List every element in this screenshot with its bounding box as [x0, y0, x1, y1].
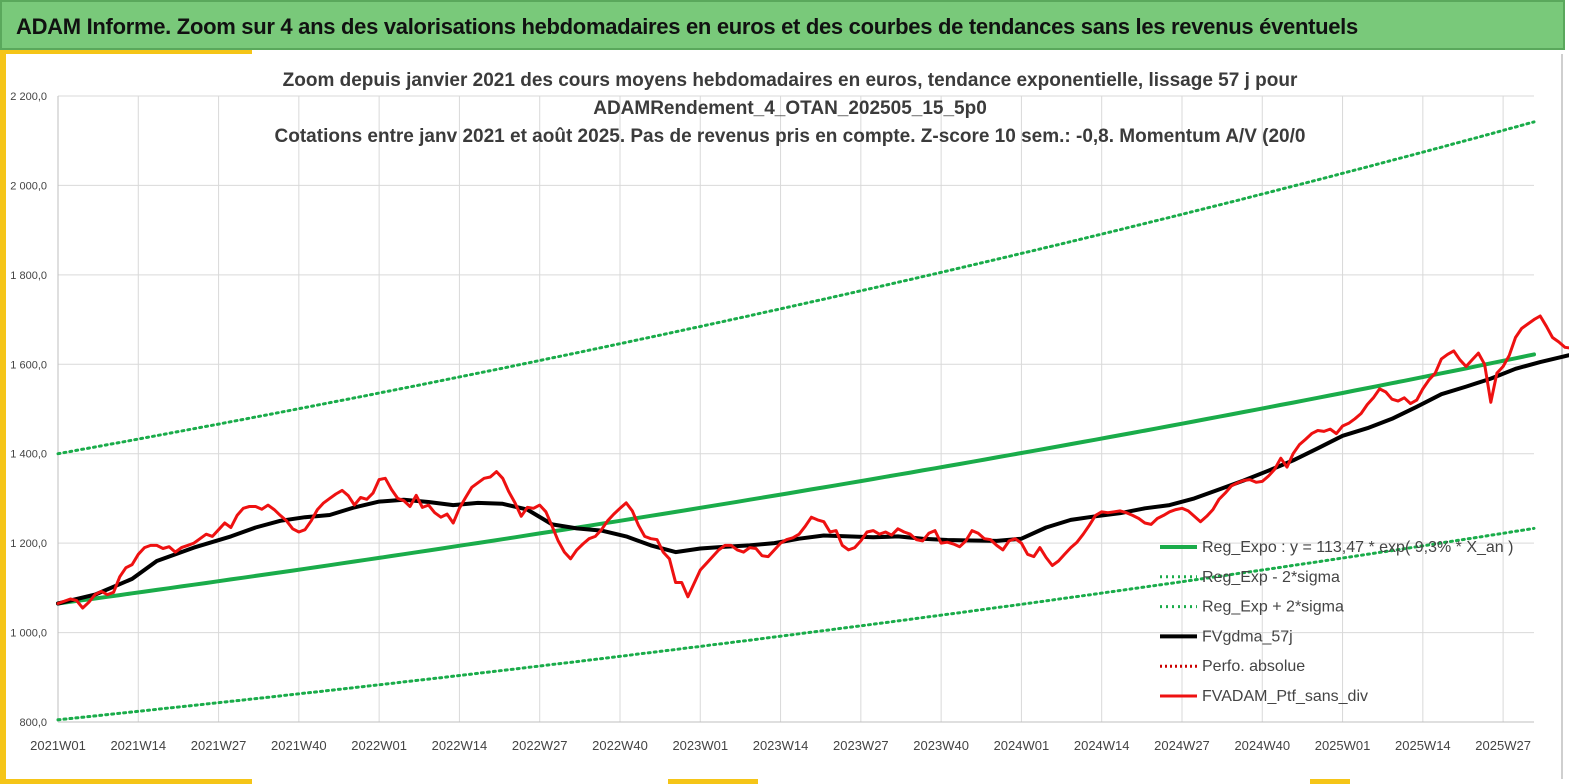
x-tick-label: 2021W40	[271, 738, 327, 753]
y-tick-label: 1 000,0	[10, 628, 47, 640]
x-tick-label: 2024W27	[1154, 738, 1210, 753]
accent-bar-bottom	[668, 779, 758, 784]
y-tick-label: 1 400,0	[10, 449, 47, 461]
accent-bar-left	[0, 50, 6, 784]
y-tick-label: 800,0	[19, 717, 47, 729]
x-tick-label: 2024W40	[1234, 738, 1290, 753]
x-tick-label: 2025W14	[1395, 738, 1451, 753]
chart-title-line: Zoom depuis janvier 2021 des cours moyen…	[282, 70, 1298, 91]
x-tick-label: 2024W01	[994, 738, 1050, 753]
accent-bar-top	[0, 50, 252, 54]
legend-label: Reg_Exp - 2*sigma	[1202, 569, 1340, 586]
legend-label: Perfo. absolue	[1202, 658, 1305, 675]
accent-bar-bottom	[1310, 779, 1350, 784]
x-tick-label: 2021W27	[191, 738, 247, 753]
series-line-solid-green	[56, 352, 1536, 606]
chart-title-line: ADAMRendement_4_OTAN_202505_15_5p0	[593, 98, 987, 119]
x-tick-label: 2023W40	[913, 738, 969, 753]
x-tick-label: 2022W40	[592, 738, 648, 753]
y-tick-label: 2 000,0	[10, 180, 47, 192]
series-line-solid-red	[56, 314, 1569, 610]
x-tick-label: 2022W01	[351, 738, 407, 753]
x-tick-label: 2023W27	[833, 738, 889, 753]
chart-title-line: Cotations entre janv 2021 et août 2025. …	[274, 126, 1306, 147]
y-tick-label: 1 200,0	[10, 538, 47, 550]
x-tick-label: 2025W01	[1315, 738, 1371, 753]
legend-label: FVADAM_Ptf_sans_div	[1202, 688, 1368, 705]
y-tick-label: 1 800,0	[10, 270, 47, 282]
series-line-solid-black	[56, 353, 1569, 606]
x-tick-label: 2022W27	[512, 738, 568, 753]
y-tick-label: 2 200,0	[10, 91, 47, 103]
x-tick-label: 2021W01	[30, 738, 86, 753]
legend-label: Reg_Expo : y = 113,47 * exp( 9,3% * X_an…	[1202, 539, 1513, 556]
legend-label: Reg_Exp + 2*sigma	[1202, 599, 1344, 616]
accent-bar-bottom	[0, 779, 252, 784]
banner-title: ADAM Informe. Zoom sur 4 ans des valoris…	[16, 14, 1358, 39]
chart-frame	[6, 54, 1563, 779]
legend-label: FVgdma_57j	[1202, 628, 1293, 645]
x-tick-label: 2022W14	[432, 738, 488, 753]
x-tick-label: 2025W27	[1475, 738, 1531, 753]
x-tick-label: 2023W01	[672, 738, 728, 753]
header-banner: ADAM Informe. Zoom sur 4 ans des valoris…	[0, 0, 1565, 50]
x-tick-label: 2024W14	[1074, 738, 1130, 753]
x-tick-label: 2021W14	[110, 738, 166, 753]
series-line-dotted-green	[56, 120, 1536, 456]
x-tick-label: 2023W14	[753, 738, 809, 753]
y-tick-label: 1 600,0	[10, 359, 47, 371]
series-line-dotted-green	[56, 526, 1536, 722]
